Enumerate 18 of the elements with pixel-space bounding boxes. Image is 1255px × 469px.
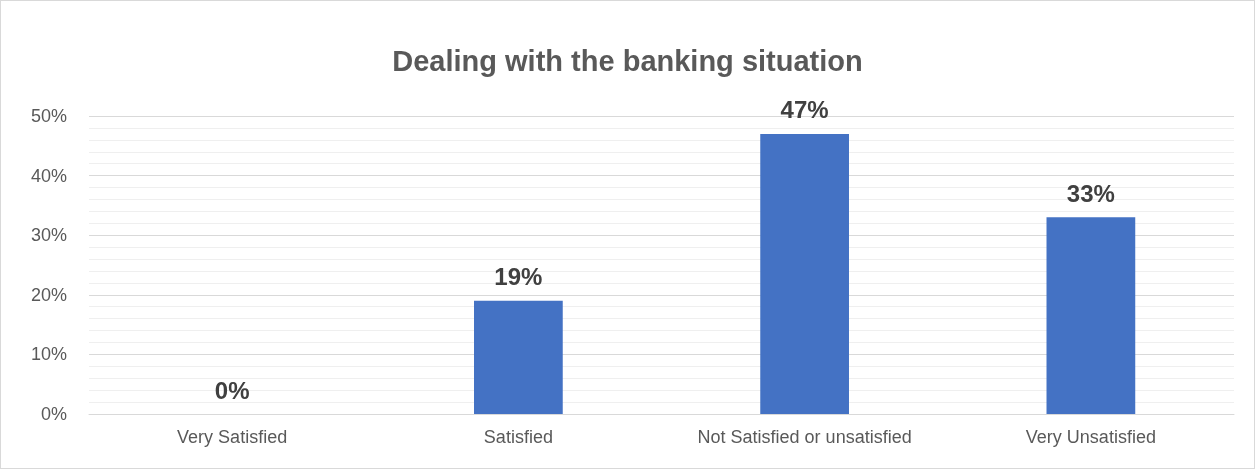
x-tick-label: Not Satisfied or unsatisfied xyxy=(697,427,912,447)
y-tick-label: 30% xyxy=(30,225,67,246)
chart-title: Dealing with the banking situation xyxy=(392,44,863,77)
data-label: 33% xyxy=(1066,179,1115,207)
y-tick-label: 20% xyxy=(30,284,67,305)
bar xyxy=(1046,217,1136,414)
data-label: 0% xyxy=(214,376,250,404)
y-tick-label: 10% xyxy=(30,344,67,365)
x-tick-label: Very Unsatisfied xyxy=(1025,427,1156,447)
x-tick-label: Very Satisfied xyxy=(177,427,288,447)
y-tick-label: 50% xyxy=(30,106,67,126)
data-label: 47% xyxy=(780,96,829,124)
x-tick-label: Satisfied xyxy=(483,427,553,447)
bar xyxy=(474,300,563,414)
data-label: 19% xyxy=(494,263,543,291)
y-tick-label: 0% xyxy=(40,404,67,424)
bar xyxy=(760,133,849,414)
y-tick-label: 40% xyxy=(30,165,67,186)
